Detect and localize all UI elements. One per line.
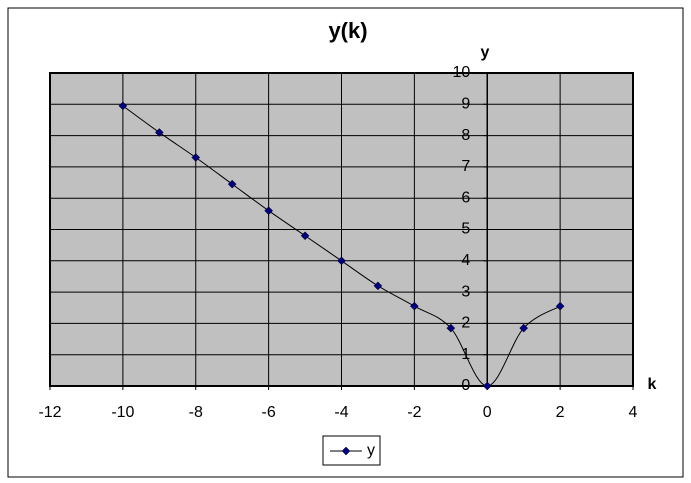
data-point [227,179,237,189]
data-point [337,256,346,266]
x-tick-label: -6 [262,404,276,421]
data-point [446,323,456,333]
data-point [519,323,529,333]
y-tick-label: 4 [461,252,470,269]
y-tick-label: 6 [461,189,470,206]
x-tick-label: -4 [334,404,348,421]
y-tick-label: 7 [461,158,470,175]
x-tick-label: -12 [38,404,61,421]
chart-title: y(k) [328,18,367,43]
x-tick-label: 2 [556,404,565,421]
y-tick-label: 3 [461,283,470,300]
y-tick-label: 2 [461,315,470,332]
y-tick-label: 9 [461,96,470,113]
data-point [373,281,383,291]
data-point [300,231,310,241]
data-point [264,206,273,216]
x-tick-label: -10 [111,404,134,421]
data-point [410,301,419,311]
y-tick-label: 8 [461,127,470,144]
data-point [118,101,128,111]
y-tick-label: 5 [461,221,470,238]
y-axis-title: y [481,44,490,61]
legend-marker [341,446,351,456]
x-tick-label: 0 [483,404,492,421]
data-point [555,301,565,311]
data-point [191,153,201,162]
legend-label: y [367,442,375,459]
x-tick-label: -2 [407,404,421,421]
data-point [154,128,164,137]
x-tick-label: 4 [629,404,638,421]
data-point [482,381,492,391]
legend: y [322,435,381,466]
x-axis-title: k [648,376,657,393]
x-tick-label: -8 [189,404,203,421]
